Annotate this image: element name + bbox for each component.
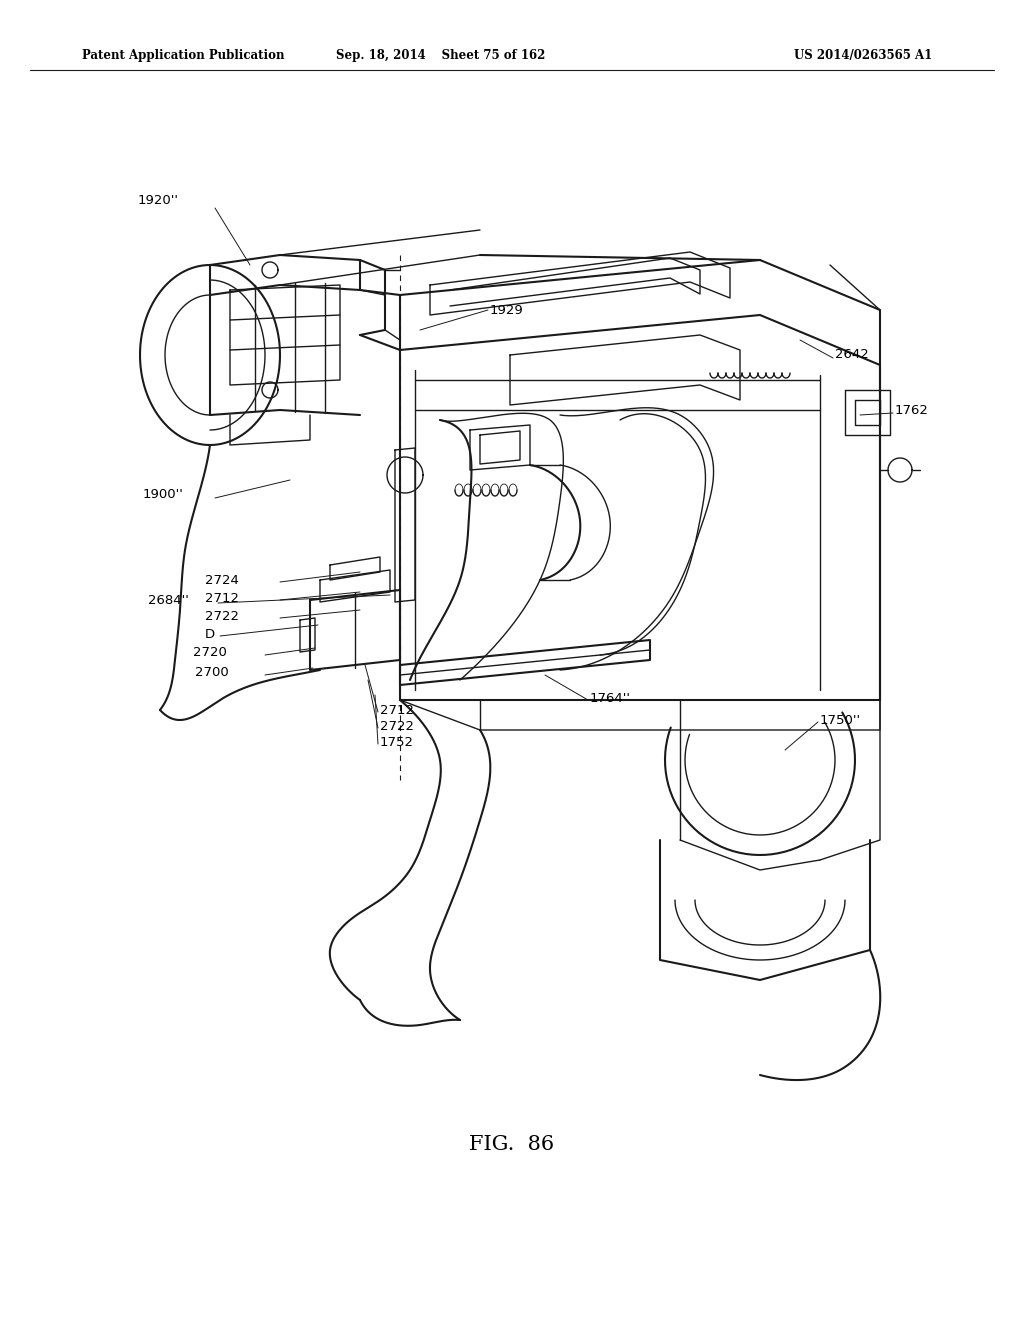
- Text: D: D: [205, 627, 215, 640]
- Text: 2722: 2722: [205, 610, 239, 623]
- Text: 1752: 1752: [380, 735, 414, 748]
- Text: FIG.  86: FIG. 86: [469, 1135, 555, 1155]
- Text: 2642: 2642: [835, 348, 868, 362]
- Text: 1920'': 1920'': [138, 194, 179, 206]
- Text: 1762: 1762: [895, 404, 929, 417]
- Text: 2722: 2722: [380, 719, 414, 733]
- Text: 1764'': 1764'': [590, 692, 631, 705]
- Text: 1900'': 1900'': [143, 488, 184, 502]
- Text: 2700: 2700: [195, 665, 228, 678]
- Text: 2684'': 2684'': [148, 594, 188, 606]
- Text: Patent Application Publication: Patent Application Publication: [82, 49, 285, 62]
- Text: 2720: 2720: [193, 645, 227, 659]
- Text: Sep. 18, 2014  Sheet 75 of 162: Sep. 18, 2014 Sheet 75 of 162: [336, 49, 545, 62]
- Text: 2712: 2712: [380, 704, 414, 717]
- Text: 2712: 2712: [205, 591, 239, 605]
- Text: 1929: 1929: [490, 304, 523, 317]
- Text: 2724: 2724: [205, 573, 239, 586]
- Text: 1750'': 1750'': [820, 714, 861, 726]
- Text: US 2014/0263565 A1: US 2014/0263565 A1: [794, 49, 932, 62]
